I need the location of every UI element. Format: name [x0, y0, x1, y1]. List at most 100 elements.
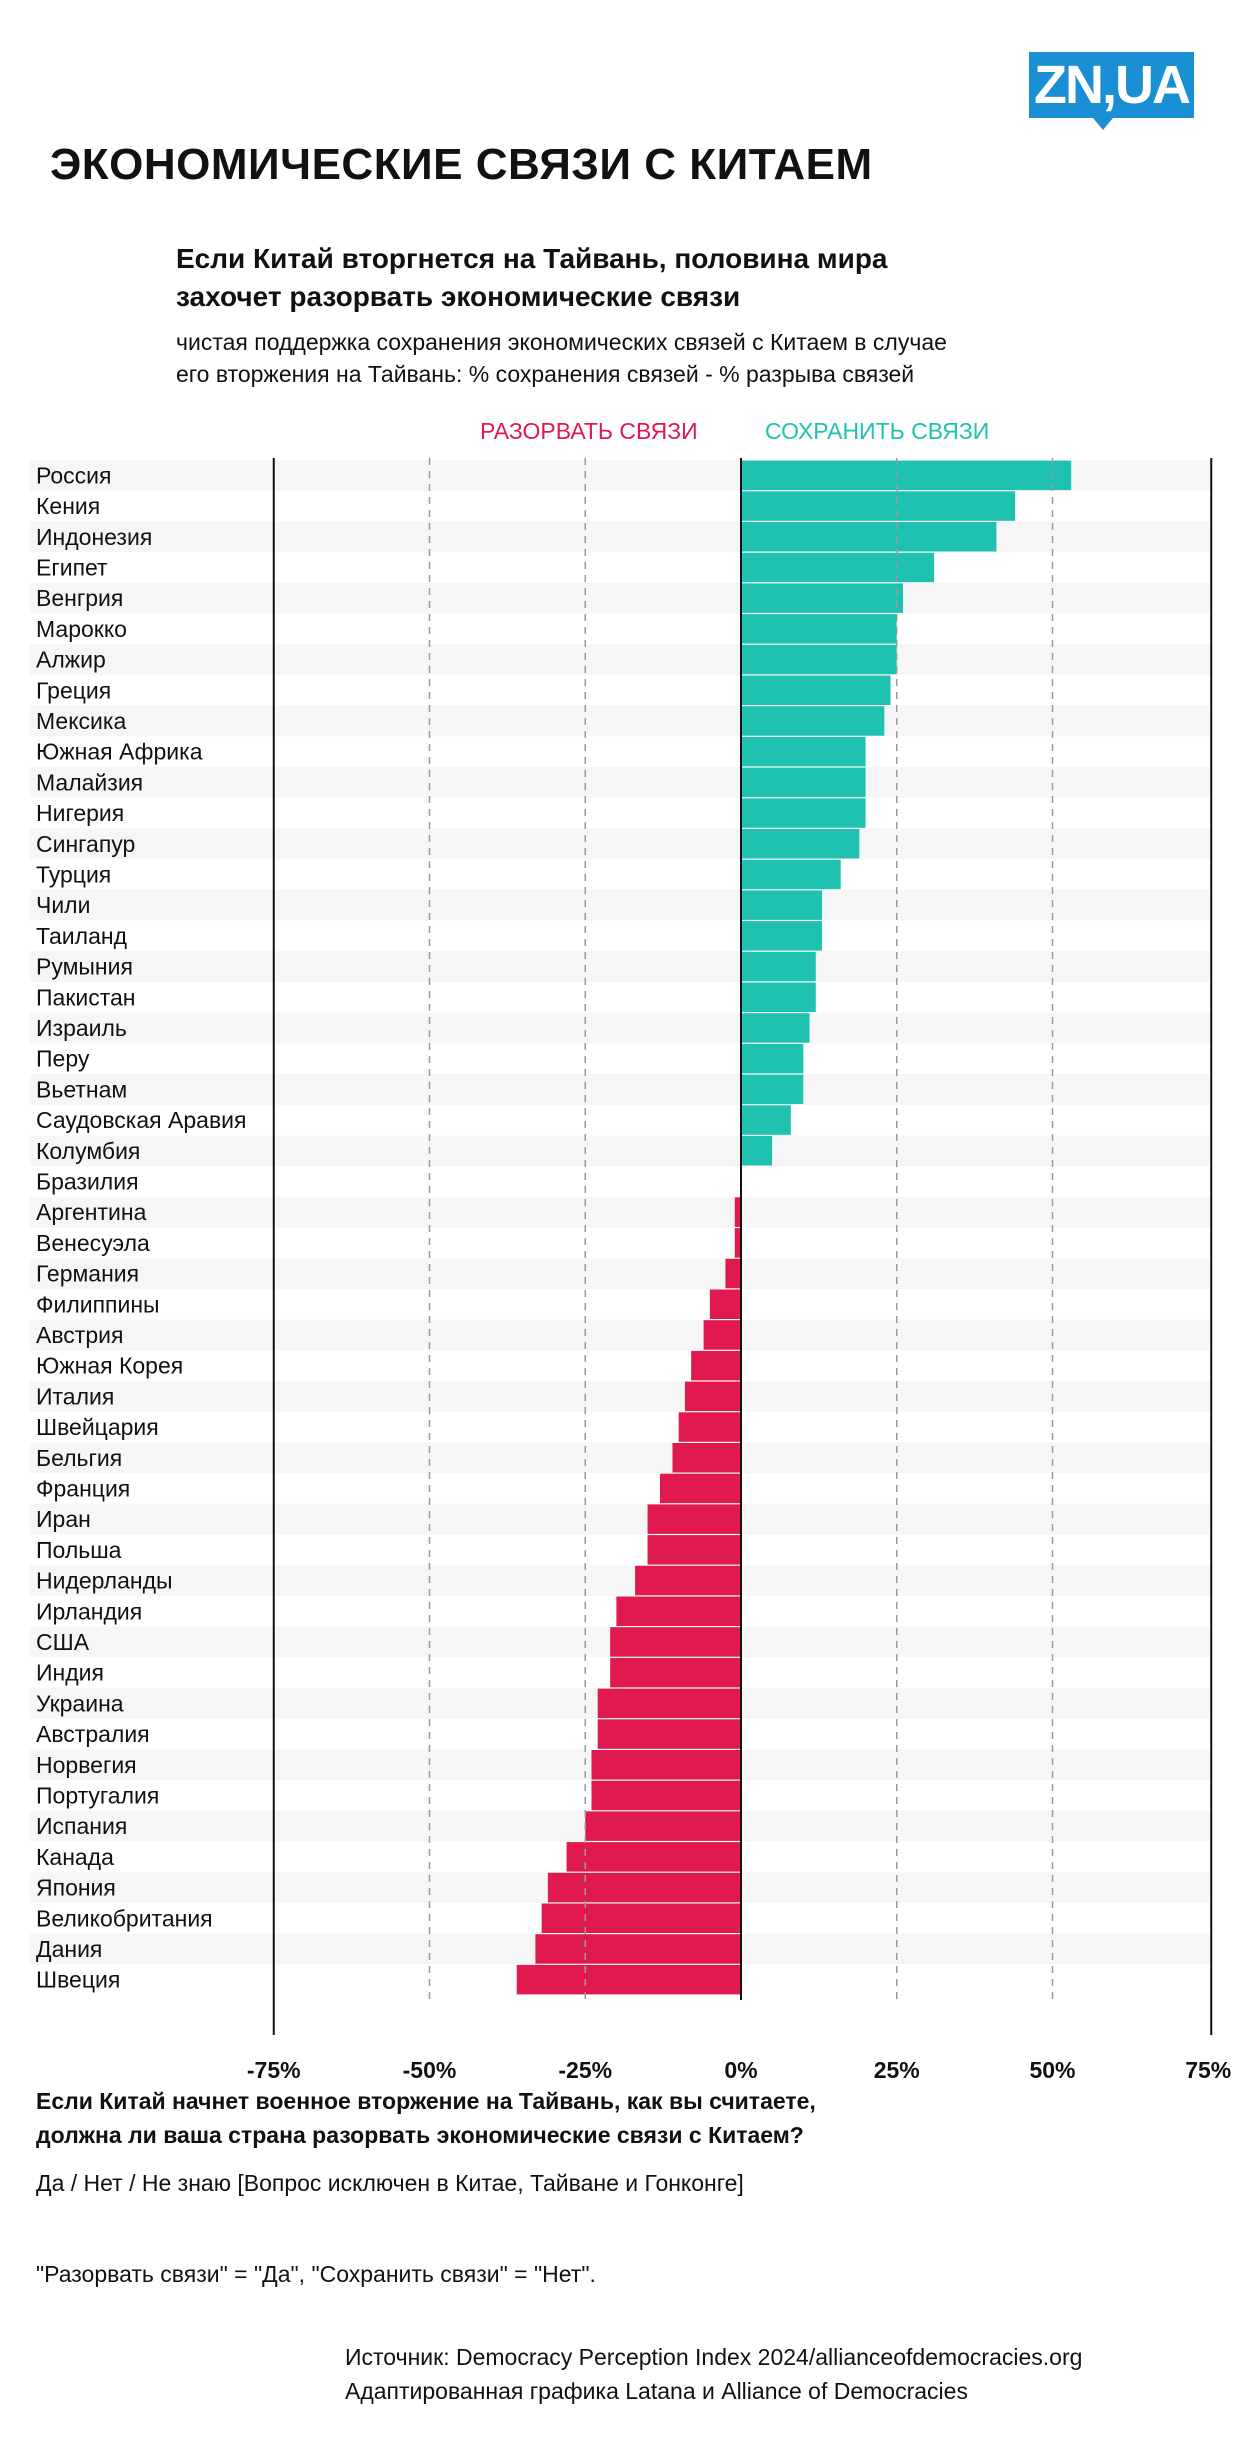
bar — [741, 890, 822, 920]
bar — [741, 460, 1072, 491]
description-line-2: его вторжения на Тайвань: % сохранения с… — [176, 361, 915, 387]
bar — [610, 1627, 741, 1657]
bar — [741, 829, 860, 859]
country-label: Румыния — [36, 954, 133, 980]
bar — [660, 1473, 741, 1504]
country-label: Египет — [36, 554, 108, 580]
bar — [741, 859, 841, 890]
row-band — [30, 1565, 1210, 1596]
bar — [741, 675, 891, 705]
bar — [734, 1228, 741, 1258]
bar — [741, 1074, 804, 1105]
chart-description: чистая поддержка сохранения экономически… — [176, 326, 1096, 390]
bar — [591, 1750, 741, 1780]
chart-subtitle: Если Китай вторгнется на Тайвань, полови… — [176, 240, 1076, 316]
country-label: Колумбия — [36, 1138, 140, 1164]
country-label: Аргентина — [36, 1199, 147, 1225]
country-label: Германия — [36, 1261, 139, 1287]
row-band — [30, 1381, 1210, 1412]
bar — [741, 1013, 810, 1043]
country-label: Таиланд — [36, 923, 128, 949]
country-label: Бельгия — [36, 1445, 122, 1471]
country-label: Франция — [36, 1475, 130, 1501]
x-tick-label: -25% — [558, 2057, 612, 2083]
logo-tail-shape — [1093, 118, 1113, 130]
x-tick-label: -75% — [247, 2057, 301, 2083]
answer-mapping-note: "Разорвать связи" = "Да", "Сохранить свя… — [36, 2261, 596, 2287]
bar — [741, 491, 1016, 521]
bar — [678, 1412, 741, 1442]
country-label: Чили — [36, 892, 90, 918]
question-line-2: должна ли ваша страна разорвать экономич… — [36, 2122, 804, 2148]
bar — [597, 1719, 741, 1749]
bar — [741, 614, 897, 644]
country-label: Испания — [36, 1813, 127, 1839]
x-tick-label: 0% — [724, 2057, 757, 2083]
country-label: Мексика — [36, 708, 126, 734]
question-line-1: Если Китай начнет военное вторжение на Т… — [36, 2088, 816, 2114]
znua-logo: ZN,UA — [1029, 52, 1194, 118]
country-label: Нидерланды — [36, 1568, 173, 1594]
bar — [741, 921, 822, 951]
bar — [691, 1350, 741, 1381]
legend-break-ties: РАЗОРВАТЬ СВЯЗИ — [480, 418, 698, 444]
bar — [741, 736, 866, 767]
row-band — [30, 828, 1210, 860]
row-band — [30, 1012, 1210, 1044]
row-band — [30, 1196, 1210, 1228]
bar — [684, 1381, 741, 1412]
row-band — [30, 1503, 1210, 1535]
country-label: Вьетнам — [36, 1076, 127, 1102]
country-label: Швейцария — [36, 1414, 159, 1440]
bar — [741, 644, 897, 675]
bar — [516, 1964, 741, 1995]
country-label: США — [36, 1629, 90, 1655]
country-label: Великобритания — [36, 1905, 213, 1931]
bar — [741, 798, 866, 828]
country-label: Филиппины — [36, 1291, 160, 1317]
row-band — [30, 1135, 1210, 1167]
row-band — [30, 705, 1210, 737]
row-band — [30, 951, 1210, 982]
country-label: Греция — [36, 677, 111, 703]
country-label: Индия — [36, 1660, 104, 1686]
bar-chart: Россия Кения Индонезия Египет Венгрия Марокко… — [30, 458, 1232, 2083]
country-label: Австралия — [36, 1721, 150, 1747]
country-label: Бразилия — [36, 1168, 139, 1194]
country-label: Израиль — [36, 1015, 127, 1041]
bar — [741, 522, 997, 552]
bar — [741, 982, 816, 1012]
country-label: Иран — [36, 1506, 91, 1532]
description-line-1: чистая поддержка сохранения экономически… — [176, 329, 947, 355]
bar — [741, 1043, 804, 1074]
country-label: Швеция — [36, 1967, 120, 1993]
country-label: Перу — [36, 1046, 90, 1072]
x-tick-label: 75% — [1185, 2057, 1231, 2083]
country-label: Кения — [36, 493, 100, 519]
x-tick-label: 25% — [874, 2057, 920, 2083]
country-label: Венесуэла — [36, 1230, 150, 1256]
bar — [741, 951, 816, 982]
bar — [597, 1688, 741, 1719]
row-band — [30, 521, 1210, 553]
answer-options: Да / Нет / Не знаю [Вопрос исключен в Ки… — [36, 2170, 744, 2196]
country-label: Италия — [36, 1383, 114, 1409]
subtitle-line-2: захочет разорвать экономические связи — [176, 281, 741, 312]
bar — [547, 1872, 741, 1903]
bar — [647, 1535, 741, 1565]
bar — [616, 1596, 741, 1626]
country-label: Индонезия — [36, 524, 152, 550]
country-label: Россия — [36, 462, 111, 488]
bar — [741, 1105, 791, 1135]
country-label: Турция — [36, 861, 111, 887]
row-band — [30, 1442, 1210, 1474]
subtitle-line-1: Если Китай вторгнется на Тайвань, полови… — [176, 243, 888, 274]
bar — [635, 1565, 741, 1596]
country-label: Малайзия — [36, 769, 143, 795]
survey-question: Если Китай начнет военное вторжение на Т… — [36, 2084, 1136, 2152]
country-label: Пакистан — [36, 984, 136, 1010]
row-band — [30, 1074, 1210, 1105]
country-label: Австрия — [36, 1322, 123, 1348]
x-tick-label: -50% — [403, 2057, 457, 2083]
bar — [591, 1780, 741, 1811]
